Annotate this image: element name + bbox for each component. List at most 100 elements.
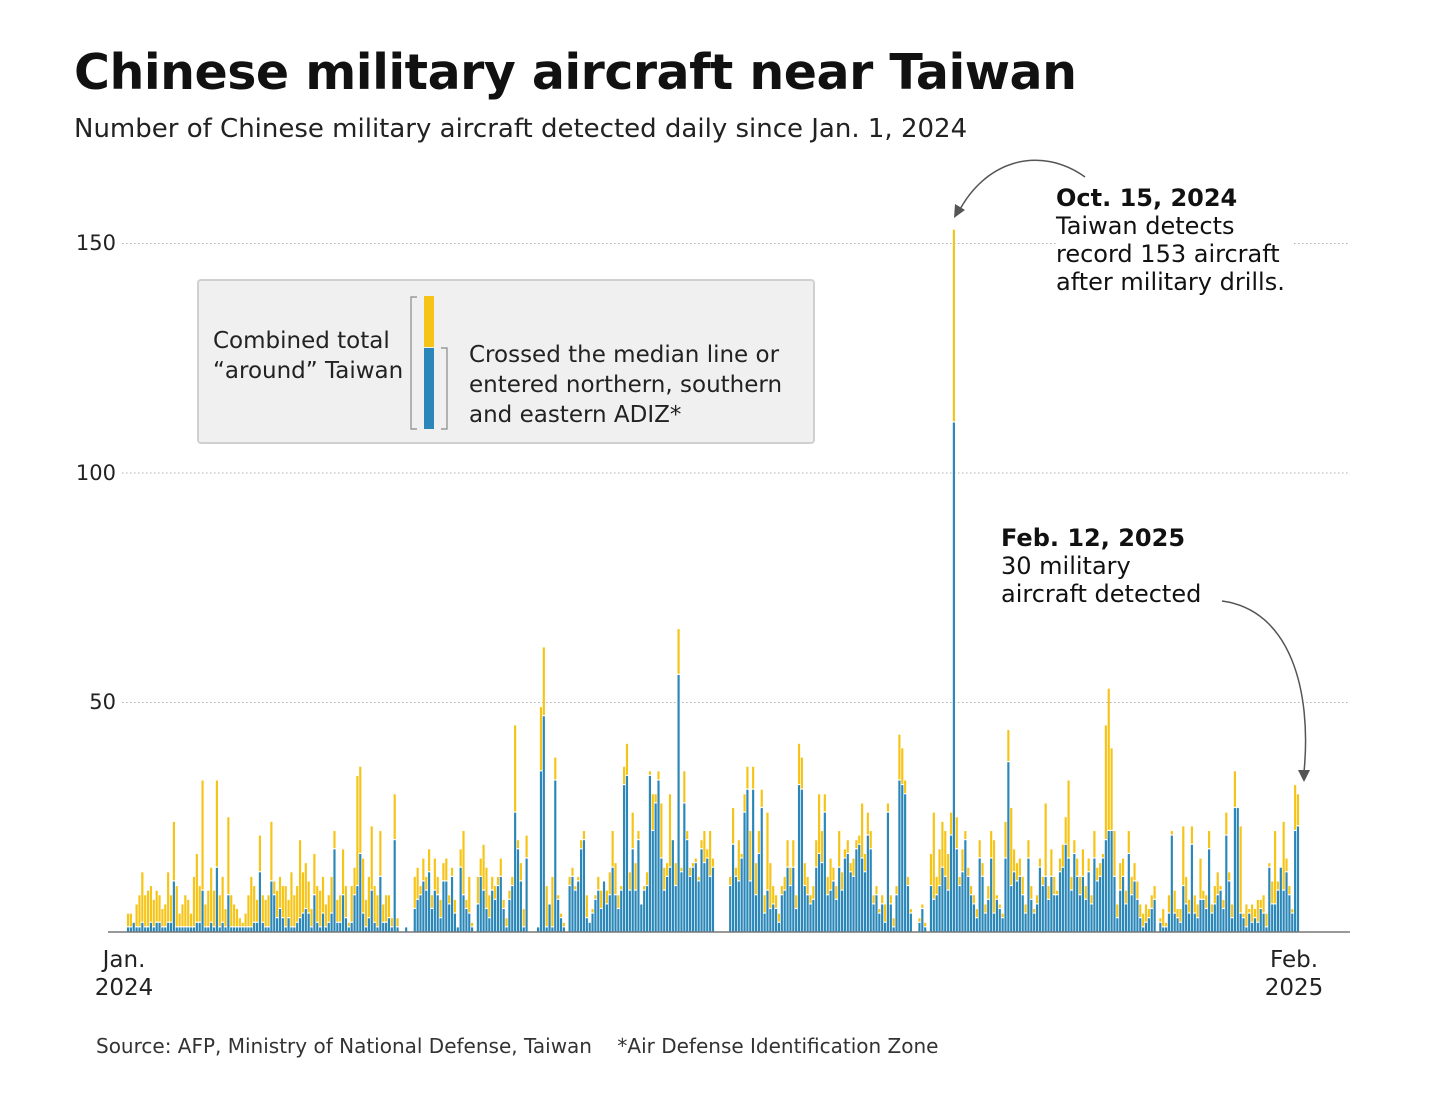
bar-median-adiz — [1176, 918, 1179, 932]
bar-total — [499, 858, 502, 876]
bar-total — [502, 899, 505, 908]
bar-total — [1107, 688, 1110, 830]
bar-median-adiz — [711, 867, 715, 932]
bar-total — [138, 895, 141, 927]
bar-median-adiz — [459, 867, 462, 932]
bar-median-adiz — [734, 876, 738, 932]
bar-median-adiz — [284, 927, 287, 932]
bar-median-adiz — [456, 927, 459, 932]
bar-median-adiz — [990, 858, 993, 932]
bar-total — [247, 895, 250, 927]
bar-median-adiz — [1199, 899, 1202, 932]
bar-total — [941, 821, 944, 867]
bar-total — [992, 840, 996, 913]
bar-total — [1282, 821, 1285, 890]
bar-total — [184, 895, 187, 927]
bar-median-adiz — [1116, 918, 1119, 932]
bar-median-adiz — [617, 909, 620, 932]
bar-median-adiz — [476, 904, 479, 932]
bar-median-adiz — [780, 895, 783, 932]
bar-total — [1133, 863, 1136, 881]
bar-total — [376, 895, 379, 927]
bar-median-adiz — [580, 849, 583, 932]
bar-median-adiz — [1251, 922, 1254, 932]
bar-median-adiz — [419, 895, 422, 932]
bar-total — [1041, 876, 1044, 885]
bar-total — [385, 895, 388, 922]
bar-median-adiz — [883, 922, 887, 932]
bar-median-adiz — [178, 927, 181, 932]
bar-median-adiz — [164, 927, 167, 932]
bar-median-adiz — [1090, 904, 1093, 932]
bar-median-adiz — [1053, 895, 1056, 932]
bar-median-adiz — [909, 913, 912, 932]
bar-median-adiz — [1213, 904, 1216, 932]
bar-total — [1222, 899, 1225, 908]
bar-median-adiz — [786, 867, 789, 932]
bar-total — [227, 817, 230, 895]
bar-median-adiz — [261, 922, 264, 932]
bar-median-adiz — [1124, 904, 1128, 932]
bar-total — [901, 748, 904, 784]
bar-total — [313, 853, 316, 895]
bar-total — [1173, 890, 1176, 913]
bar-total — [909, 909, 912, 913]
bar-median-adiz — [132, 922, 135, 932]
bar-total — [1119, 863, 1122, 890]
bar-total — [1296, 794, 1300, 826]
bar-total — [1196, 904, 1199, 918]
bar-median-adiz — [545, 927, 548, 932]
bar-median-adiz — [987, 899, 990, 932]
bar-total — [797, 743, 801, 784]
bar-total — [525, 835, 528, 858]
bar-total — [396, 918, 399, 927]
legend-swatch — [410, 296, 448, 430]
bar-median-adiz — [1268, 867, 1271, 932]
bar-median-adiz — [938, 886, 941, 932]
bar-total — [493, 886, 497, 899]
bar-median-adiz — [944, 876, 947, 932]
bar-total — [1185, 876, 1188, 904]
bar-median-adiz — [1035, 904, 1039, 932]
bar-total — [135, 904, 138, 927]
bar-total — [204, 904, 207, 927]
bar-total — [947, 853, 950, 890]
bar-median-adiz — [224, 927, 227, 932]
legend-median-line: Crossed the median line or — [469, 342, 780, 368]
bar-total — [339, 895, 342, 922]
bar-median-adiz — [1210, 913, 1214, 932]
bar-total — [858, 835, 861, 844]
bar-total — [198, 886, 201, 922]
bar-median-adiz — [597, 890, 600, 932]
bar-median-adiz — [465, 909, 468, 932]
bar-total — [829, 858, 832, 890]
bar-total — [818, 794, 821, 853]
bar-median-adiz — [1233, 808, 1236, 932]
bar-total — [628, 872, 631, 890]
bar-total — [1242, 913, 1245, 918]
bar-median-adiz — [187, 927, 190, 932]
bar-total — [1167, 895, 1171, 913]
bar-median-adiz — [840, 890, 844, 932]
bar-median-adiz — [233, 927, 236, 932]
bar-total — [1104, 725, 1107, 839]
bar-median-adiz — [952, 422, 955, 932]
bar-total — [1153, 886, 1156, 899]
bar-total — [1130, 876, 1133, 895]
bar-median-adiz — [1076, 876, 1079, 932]
bar-total — [235, 909, 239, 927]
bar-median-adiz — [562, 927, 565, 932]
bar-median-adiz — [803, 886, 806, 932]
bar-median-adiz — [396, 927, 399, 932]
bar-median-adiz — [238, 927, 241, 932]
bar-median-adiz — [620, 890, 623, 932]
bar-total — [141, 872, 144, 922]
bar-total — [433, 858, 436, 890]
bar-median-adiz — [964, 840, 967, 932]
bar-median-adiz — [347, 927, 350, 932]
bar-median-adiz — [519, 881, 522, 932]
legend-total-line: “around” Taiwan — [213, 358, 404, 384]
bar-total — [1004, 821, 1007, 858]
bar-median-adiz — [146, 927, 150, 932]
legend-total-swatch — [424, 296, 434, 347]
